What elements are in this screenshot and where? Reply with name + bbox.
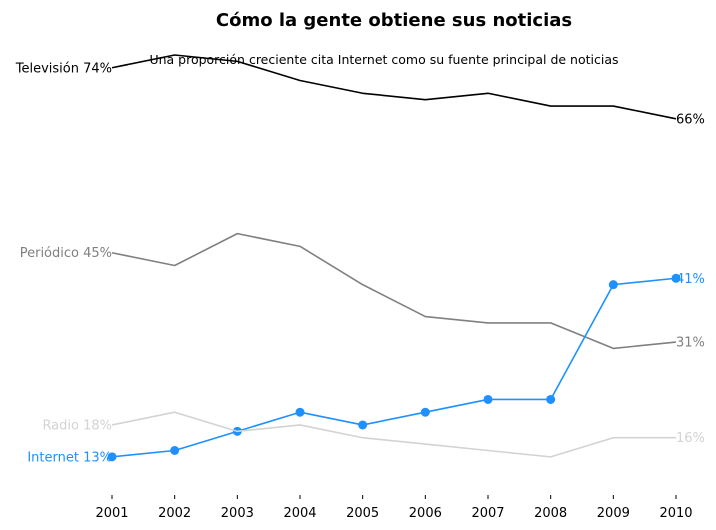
x-tick-label-2003: 2003 bbox=[221, 506, 254, 521]
series-line-periodico bbox=[111, 232, 677, 350]
series-start-label-television: Televisión 74% bbox=[15, 61, 112, 76]
point-internet-2008 bbox=[546, 394, 556, 404]
series-labels: Televisión 74% 66% Periódico 45% 31% Interne… bbox=[15, 61, 705, 465]
series-end-label-television: 66% bbox=[676, 112, 705, 127]
point-internet-2006 bbox=[420, 407, 430, 417]
x-tick-label-2005: 2005 bbox=[346, 506, 379, 521]
x-tick-label-2009: 2009 bbox=[597, 506, 630, 521]
point-internet-2010 bbox=[671, 273, 681, 283]
point-internet-2001 bbox=[107, 452, 117, 462]
point-internet-2009 bbox=[608, 280, 618, 290]
x-tick-label-2007: 2007 bbox=[471, 506, 504, 521]
x-axis: 2001 2002 2003 2004 2005 2006 2007 2008 2009 2010 bbox=[95, 495, 693, 521]
chart-subtitle: Una proporción creciente cita Internet c… bbox=[149, 52, 618, 67]
x-tick-label-2006: 2006 bbox=[409, 506, 442, 521]
series-line-internet bbox=[111, 277, 677, 458]
x-tick-label-2010: 2010 bbox=[659, 506, 692, 521]
series-end-label-internet: 41% bbox=[676, 272, 705, 287]
x-tick-label-2008: 2008 bbox=[534, 506, 567, 521]
series-layer bbox=[107, 54, 681, 462]
point-internet-2007 bbox=[483, 394, 493, 404]
series-line-radio bbox=[111, 411, 676, 458]
x-tick-label-2002: 2002 bbox=[158, 506, 191, 521]
x-tick-label-2004: 2004 bbox=[283, 506, 316, 521]
x-tick-label-2001: 2001 bbox=[95, 506, 128, 521]
point-internet-2002 bbox=[170, 445, 180, 455]
series-end-label-radio: 16% bbox=[676, 431, 705, 446]
chart-title: Cómo la gente obtiene sus noticias bbox=[216, 10, 572, 31]
series-start-label-periodico: Periódico 45% bbox=[20, 246, 112, 261]
series-start-label-radio: Radio 18% bbox=[42, 418, 112, 433]
series-line-television bbox=[111, 54, 677, 120]
series-end-label-periodico: 31% bbox=[676, 336, 705, 351]
series-start-label-internet: Internet 13% bbox=[27, 450, 112, 465]
point-internet-2005 bbox=[358, 420, 368, 430]
point-internet-2004 bbox=[295, 407, 305, 417]
